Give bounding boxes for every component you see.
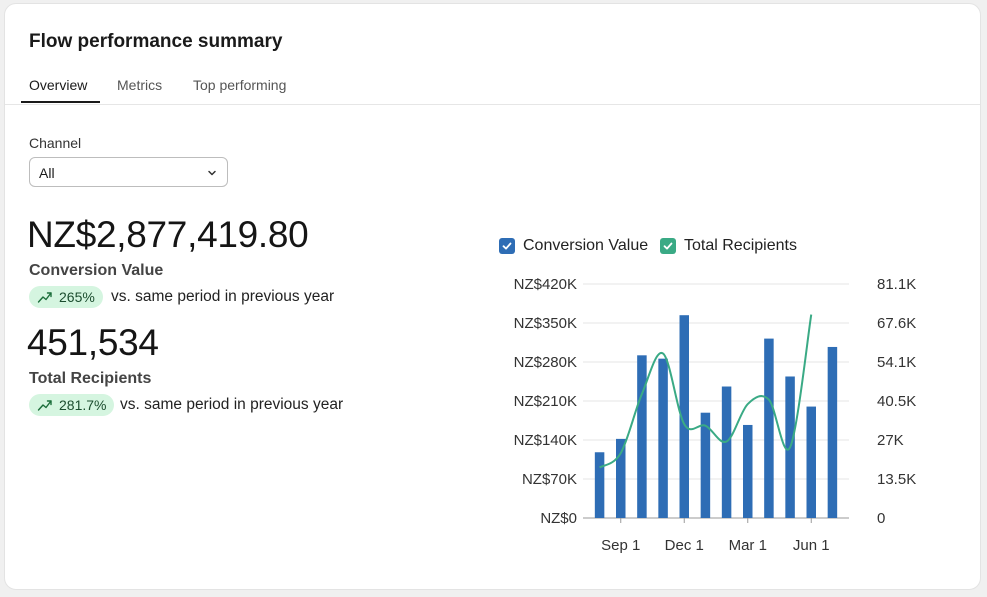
trend-up-icon (37, 292, 52, 303)
bar (700, 412, 711, 518)
total-recipients-amount: 451,534 (27, 322, 159, 363)
x-tick-label: Sep 1 (601, 537, 640, 554)
y-right-tick-label: 81.1K (877, 276, 916, 293)
conversion-change-value: 265% (59, 289, 95, 305)
bar (679, 315, 689, 518)
x-tick-label: Mar 1 (729, 537, 767, 554)
x-tick-label: Dec 1 (665, 537, 704, 554)
bar (827, 346, 838, 518)
bar (806, 406, 816, 518)
y-left-tick-label: NZ$420K (514, 276, 577, 293)
tab-top-performing[interactable]: Top performing (193, 77, 287, 93)
y-right-tick-label: 0 (877, 510, 885, 527)
bar (658, 358, 668, 518)
channel-select[interactable]: All (29, 157, 228, 187)
recipients-change-badge: 281.7% (29, 394, 115, 416)
y-left-tick-label: NZ$0 (540, 510, 577, 527)
x-tick-label: Jun 1 (793, 537, 830, 554)
y-right-tick-label: 40.5K (877, 393, 916, 410)
checkbox-checked-icon (499, 238, 515, 254)
conversion-comparison-text: vs. same period in previous year (111, 288, 335, 305)
tab-overview[interactable]: Overview (29, 77, 88, 93)
performance-chart: NZ$0 0 NZ$70K 13.5K NZ$140K 27K NZ$210K 40.5K NZ… (514, 276, 917, 554)
y-left-tick-label: NZ$70K (522, 471, 577, 488)
bar (616, 438, 626, 518)
y-left-tick-label: NZ$140K (514, 432, 577, 449)
recipients-comparison-text: vs. same period in previous year (120, 396, 344, 413)
conversion-value-label: Conversion Value (29, 262, 164, 279)
channel-select-value: All (39, 165, 55, 181)
y-left-tick-label: NZ$210K (514, 393, 577, 410)
conversion-value-amount: NZ$2,877,419.80 (27, 214, 309, 255)
bar (721, 386, 732, 518)
bar (743, 424, 753, 518)
recipients-change-value: 281.7% (59, 397, 107, 413)
legend-conversion-value[interactable]: Conversion Value (499, 237, 648, 255)
tab-metrics[interactable]: Metrics (117, 77, 163, 93)
y-right-tick-label: 13.5K (877, 471, 916, 488)
y-left-tick-label: NZ$280K (514, 354, 577, 371)
y-right-tick-label: 27K (877, 432, 904, 449)
y-right-tick-label: 54.1K (877, 354, 916, 371)
trend-up-icon (37, 400, 52, 411)
bar (594, 452, 605, 518)
y-right-tick-label: 67.6K (877, 315, 916, 332)
legend-total-recipients[interactable]: Total Recipients (660, 237, 797, 255)
checkbox-checked-icon (660, 238, 676, 254)
conversion-change-badge: 265% (29, 286, 103, 308)
bar (764, 338, 774, 518)
active-tab-indicator (21, 101, 100, 103)
flow-performance-card: Flow performance summary Overview Metric… (4, 3, 981, 590)
channel-label: Channel (29, 135, 82, 151)
bar (637, 355, 647, 518)
total-recipients-line (599, 314, 813, 469)
chevron-down-icon (208, 170, 216, 176)
y-left-tick-label: NZ$350K (514, 315, 577, 332)
card-title: Flow performance summary (29, 31, 283, 52)
total-recipients-label: Total Recipients (29, 370, 152, 387)
legend-label: Conversion Value (523, 237, 649, 254)
tab-bar: Overview Metrics Top performing (5, 70, 980, 105)
legend-label: Total Recipients (684, 237, 797, 254)
